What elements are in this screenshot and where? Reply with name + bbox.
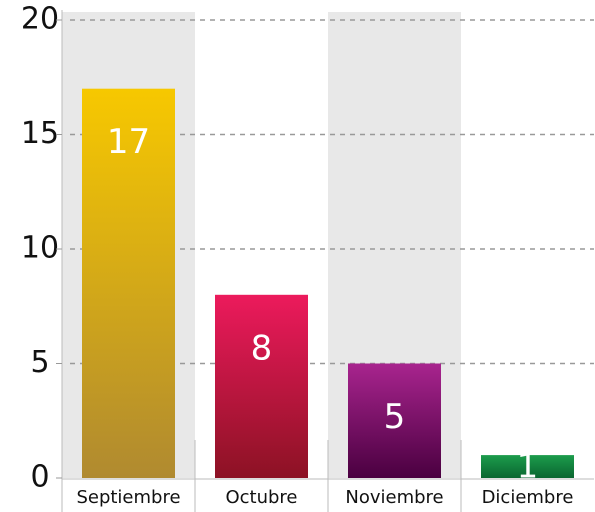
y-tick-label: 0 [30,460,49,495]
y-tick-label: 15 [21,116,59,151]
bar [348,363,441,478]
data-label: 17 [107,122,150,162]
x-tick-label: Diciembre [482,487,574,508]
bar [481,455,574,478]
x-tick-label: Septiembre [76,487,180,508]
data-label: 8 [251,328,273,368]
y-tick-label: 5 [30,345,49,380]
x-tick-label: Octubre [225,487,297,508]
data-label: 5 [384,397,406,437]
data-label: 1 [517,447,539,487]
x-tick-label: Noviembre [345,487,443,508]
y-tick-label: 20 [21,2,59,37]
bar [82,88,175,478]
y-tick-label: 10 [21,231,59,266]
bar [215,294,308,478]
